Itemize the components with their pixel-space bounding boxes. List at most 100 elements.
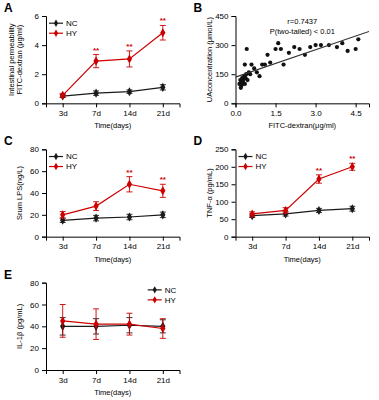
legend: NCHY <box>49 19 78 38</box>
x-axis-tick: 21d <box>157 370 170 385</box>
point <box>356 37 360 41</box>
x-axis-line <box>47 371 181 375</box>
y-axis-tick-mark <box>42 283 46 284</box>
point <box>273 47 277 51</box>
legend-label: NC <box>66 19 78 28</box>
x-axis-title: Time(days) <box>284 255 322 264</box>
y-axis-tick-label: 150 <box>215 180 229 189</box>
x-axis-line <box>236 237 370 241</box>
chart-root: 3d7d14d21d0246Time(days)Intestinal perme… <box>0 0 379 400</box>
legend: NCHY <box>49 152 78 171</box>
point <box>265 53 269 57</box>
point <box>350 204 355 213</box>
error-bar <box>126 177 132 192</box>
annotation: ** <box>316 166 323 175</box>
annotation: ** <box>160 16 167 25</box>
y-axis-tick-label: 0 <box>35 366 40 375</box>
legend: NCHY <box>239 152 268 171</box>
point <box>127 54 132 63</box>
point <box>292 45 296 49</box>
point <box>287 51 291 55</box>
y-axis-tick: 50 <box>220 215 236 224</box>
x-axis: 3d7d14d21d <box>47 103 181 118</box>
x-axis-tick-mark <box>63 103 64 107</box>
point <box>160 186 165 195</box>
x-axis-tick-mark <box>129 237 130 241</box>
y-axis-tick-mark <box>232 184 236 185</box>
panel-label: A <box>4 1 13 15</box>
y-axis-line <box>42 17 47 104</box>
x-axis-tick: 0.0 <box>230 103 242 118</box>
series-line <box>63 215 163 220</box>
y-axis-tick-mark <box>42 237 46 238</box>
legend-label: HY <box>66 162 78 171</box>
legend-item: HY <box>239 162 268 171</box>
y-axis-tick-mark <box>232 74 236 75</box>
x-axis-tick: 4.5 <box>351 103 363 118</box>
y-axis-tick-label: 40 <box>30 322 39 331</box>
point <box>245 78 249 82</box>
y-axis-tick: 0 <box>224 99 235 108</box>
y-axis-tick: 20 <box>30 344 46 353</box>
point <box>160 28 165 37</box>
series-line <box>63 87 163 96</box>
x-axis-tick: 14d <box>123 237 136 252</box>
legend-item: NC <box>49 152 78 161</box>
legend-label: HY <box>66 29 78 38</box>
y-axis-title-line: UAconcentration (μmol/L) <box>205 17 214 103</box>
x-axis: 0.01.53.04.5 <box>230 103 369 118</box>
y-axis-tick-label: 100 <box>215 198 229 207</box>
error-bar <box>160 319 166 339</box>
point <box>160 324 165 333</box>
error-bar <box>126 313 132 335</box>
legend-marker <box>153 296 157 303</box>
error-bar <box>316 175 322 183</box>
point <box>281 62 285 66</box>
error-bar <box>93 309 99 340</box>
point <box>243 62 247 66</box>
x-axis-tick-mark <box>63 370 64 374</box>
y-axis-tick-mark <box>42 326 46 327</box>
y-axis: 0150300450 <box>215 12 236 108</box>
y-axis-tick-mark <box>232 149 236 150</box>
point <box>127 87 132 96</box>
panel-label: B <box>194 1 203 15</box>
y-axis: 020406080 <box>30 279 46 375</box>
point <box>308 45 312 49</box>
y-axis-tick-mark <box>42 16 46 17</box>
error-bar <box>160 25 166 40</box>
legend-item: NC <box>148 286 177 295</box>
x-axis-tick-label: 1.5 <box>270 109 282 118</box>
y-axis-tick: 200 <box>215 163 235 172</box>
y-axis-tick: 150 <box>215 180 235 189</box>
y-axis-tick-label: 80 <box>30 279 39 288</box>
x-axis-tick-mark <box>163 237 164 241</box>
legend-item: HY <box>49 29 78 38</box>
x-axis-tick: 7d <box>92 103 101 118</box>
point <box>283 206 288 215</box>
x-axis-tick-label: 21d <box>157 376 170 385</box>
x-axis-line <box>47 237 181 241</box>
x-axis-tick-mark <box>276 103 277 107</box>
y-axis-title-line: TNF-α (pg/mL) <box>205 168 214 218</box>
x-axis-tick-label: 7d <box>92 109 101 118</box>
x-axis-tick-label: 21d <box>157 109 170 118</box>
x-axis-tick-label: 3d <box>248 242 257 251</box>
x-axis-title: Time(days) <box>94 388 132 397</box>
x-axis-tick-label: 21d <box>346 242 359 251</box>
point <box>279 47 283 51</box>
legend: NCHY <box>148 286 177 305</box>
x-axis: 3d7d14d21d <box>236 237 370 252</box>
legend-marker <box>54 19 58 26</box>
legend-marker <box>54 153 58 160</box>
x-axis-tick-mark <box>129 370 130 374</box>
panel-label: E <box>4 268 12 282</box>
y-axis-tick: 20 <box>30 211 46 220</box>
legend-label: NC <box>66 152 78 161</box>
legend-item: NC <box>49 19 78 28</box>
legend-marker <box>243 153 247 160</box>
y-axis-tick: 450 <box>215 12 235 21</box>
y-axis: 050100150200250 <box>215 145 236 241</box>
point <box>257 74 261 78</box>
x-axis-tick: 7d <box>282 237 291 252</box>
